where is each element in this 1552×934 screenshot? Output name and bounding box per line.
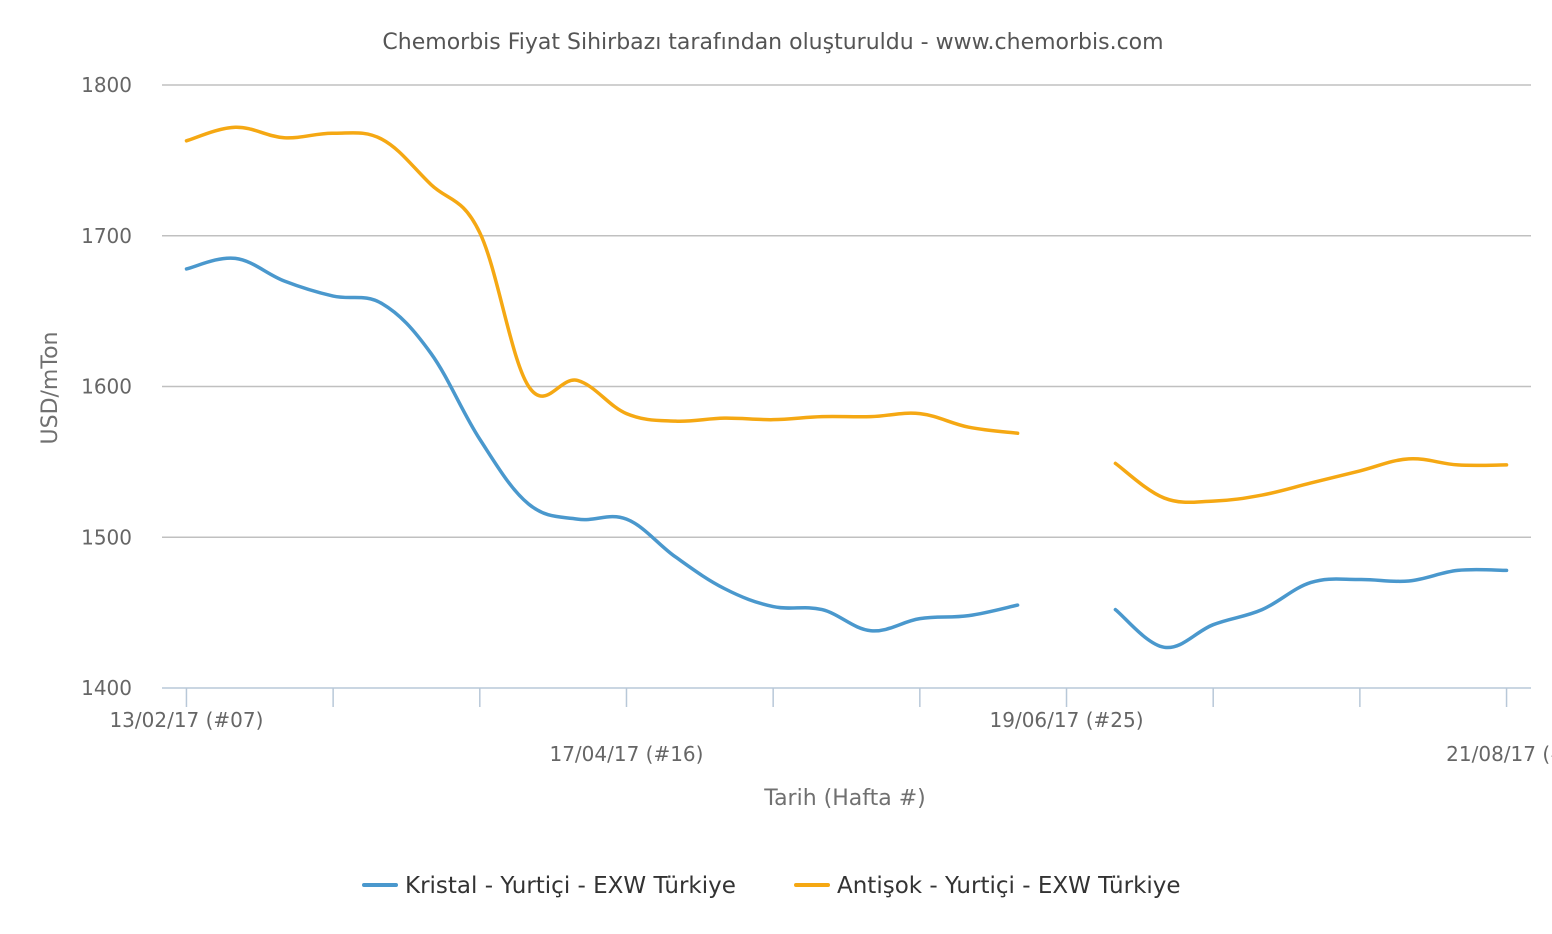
legend-item[interactable]: Kristal - Yurtiçi - EXW Türkiye [362,873,736,899]
legend-label: Antişok - Yurtiçi - EXW Türkiye [837,873,1181,899]
y-tick-label: 1500 [81,525,132,549]
x-axis-title: Tarih (Hafta #) [763,786,925,811]
series-line-segment [1113,567,1509,650]
x-axis-tick-labels: 13/02/17 (#07) 17/04/17 (#16) 19/06/17 (#2… [109,708,1552,766]
x-tick-label: 17/04/17 (#16) [549,742,703,766]
y-tick-label: 1400 [81,676,132,700]
series-line-segment [184,256,1020,633]
y-tick-label: 1800 [81,73,132,97]
y-axis-title: USD/mTon [38,332,63,445]
y-tick-label: 1600 [81,375,132,399]
series-1 [184,256,1509,650]
x-tick-label: 13/02/17 (#07) [109,708,263,732]
chart-title: Chemorbis Fiyat Sihirbazı tarafından olu… [382,30,1163,55]
x-axis [162,687,1531,707]
legend-label: Kristal - Yurtiçi - EXW Türkiye [405,873,736,899]
series-line-segment [184,125,1020,435]
legend-item[interactable]: Antişok - Yurtiçi - EXW Türkiye [794,873,1181,899]
y-axis-tick-labels: 1400 1500 1600 1700 1800 [81,73,132,700]
x-tick-label: 19/06/17 (#25) [990,708,1144,732]
legend: Kristal - Yurtiçi - EXW Türkiye Antişok -… [362,873,1181,899]
series-lines [184,125,1509,650]
gridlines [162,84,1531,538]
x-tick-label: 21/08/17 (# [1446,742,1552,766]
series-2 [184,125,1509,505]
y-tick-label: 1700 [81,224,132,248]
series-line-segment [1113,457,1509,505]
